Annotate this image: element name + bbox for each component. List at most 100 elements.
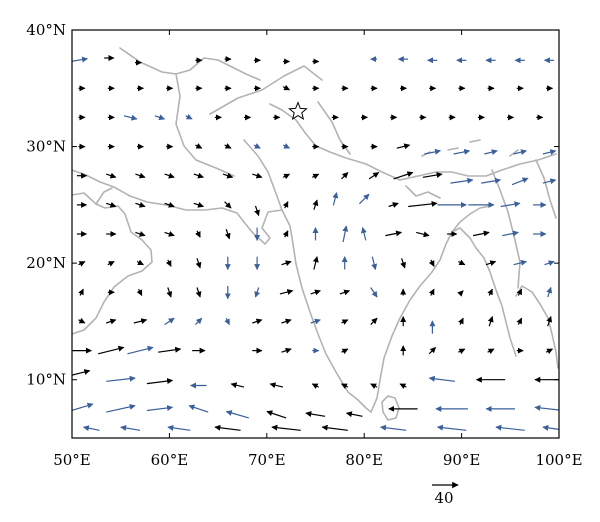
wind-vector	[146, 404, 174, 412]
wind-vector	[252, 172, 263, 179]
lon-tick-label: 80°E	[345, 451, 383, 469]
lat-tick-label: 30°N	[26, 138, 66, 156]
wind-vector	[487, 316, 494, 327]
wind-vector	[154, 114, 166, 121]
wind-vector	[485, 260, 497, 267]
wind-vector	[399, 383, 407, 389]
wind-vector	[545, 348, 554, 355]
wind-vector	[388, 202, 399, 208]
country-borders	[119, 47, 557, 289]
wind-vector	[428, 288, 435, 296]
wind-vector	[222, 172, 234, 179]
wind-vector	[458, 348, 466, 355]
wind-vector	[133, 318, 148, 325]
wind-vector	[424, 148, 441, 155]
wind-vector	[106, 375, 136, 382]
wind-vector	[188, 404, 209, 413]
wind-vector	[136, 288, 143, 297]
longitude-axis: 50°E 60°E 70°E 80°E 90°E 100°E	[53, 30, 583, 469]
wind-vector	[224, 201, 232, 209]
wind-vector	[542, 424, 559, 431]
wind-vector	[158, 346, 182, 353]
wind-vector	[487, 348, 495, 355]
wind-vector	[516, 288, 523, 296]
wind-vector	[106, 318, 117, 325]
wind-vector	[422, 172, 443, 178]
wind-vector	[310, 289, 321, 296]
wind-vector	[321, 424, 348, 431]
reference-label: 40	[434, 489, 453, 507]
indochina-coastline	[515, 285, 559, 369]
lon-tick-label: 100°E	[535, 451, 582, 469]
wind-vector	[428, 259, 435, 267]
wind-vector	[542, 149, 557, 156]
map-area	[71, 29, 560, 439]
wind-vector	[400, 258, 406, 269]
wind-vector	[385, 230, 402, 237]
reference-vector: 40	[432, 481, 459, 507]
lon-tick-label: 90°E	[443, 451, 481, 469]
wind-vector	[546, 316, 553, 327]
iran-south-coastline	[72, 169, 245, 223]
wind-vector	[254, 205, 260, 217]
wind-vector	[195, 230, 201, 238]
wind-vector	[428, 375, 455, 382]
wind-vector	[195, 287, 202, 298]
wind-vector	[214, 424, 241, 431]
wind-vector	[281, 347, 292, 354]
wind-vector	[502, 230, 519, 237]
wind-vector	[368, 172, 380, 180]
wind-vector	[107, 260, 115, 267]
wind-vector	[269, 382, 284, 389]
wind-vector	[254, 287, 261, 298]
wind-vector	[195, 258, 202, 269]
wind-vector	[393, 171, 414, 180]
wind-vector	[135, 231, 146, 237]
wind-vector	[340, 383, 349, 389]
wind-vector	[166, 287, 173, 298]
wind-vector	[165, 259, 172, 267]
wind-vector	[428, 346, 437, 355]
wind-vector	[281, 318, 292, 325]
wind-vector	[495, 424, 525, 431]
wind-vector	[370, 383, 378, 389]
wind-vector	[472, 230, 490, 237]
wind-vector	[282, 201, 289, 209]
wind-vector	[370, 317, 378, 326]
wind-vector	[72, 402, 94, 411]
wind-vector	[224, 317, 230, 326]
wind-vector	[164, 201, 175, 208]
india-east-coastline	[370, 227, 461, 413]
wind-vector	[332, 192, 339, 206]
wind-vector	[225, 410, 249, 419]
wind-vector	[72, 56, 88, 63]
wind-vector	[516, 317, 523, 325]
wind-vector	[164, 172, 175, 179]
latitude-axis: 10°N 20°N 30°N 40°N	[26, 21, 559, 389]
lat-tick-label: 40°N	[26, 21, 66, 39]
wind-vector	[458, 317, 464, 325]
wind-vector	[380, 424, 407, 431]
wind-vector	[408, 200, 438, 208]
wind-vector	[311, 383, 319, 389]
wind-vector	[342, 225, 349, 243]
wind-vector	[195, 143, 203, 149]
wind-vector	[282, 84, 291, 91]
station-star-icon	[288, 101, 308, 120]
wind-vector	[282, 143, 291, 149]
wind-vector	[164, 317, 175, 326]
wind-vector	[544, 260, 555, 267]
wind-vector	[266, 410, 287, 419]
lon-tick-label: 50°E	[53, 451, 91, 469]
wind-vector	[78, 260, 86, 267]
wind-vector	[136, 259, 144, 266]
wind-vector	[282, 230, 289, 238]
wind-vector	[370, 287, 378, 298]
wind-vector	[312, 199, 319, 210]
wind-vector	[341, 319, 349, 325]
wind-vector	[487, 288, 493, 296]
wind-vector	[252, 318, 263, 325]
station-marker	[288, 101, 308, 120]
wind-vector	[224, 143, 232, 149]
lat-tick-label: 10°N	[26, 371, 66, 389]
